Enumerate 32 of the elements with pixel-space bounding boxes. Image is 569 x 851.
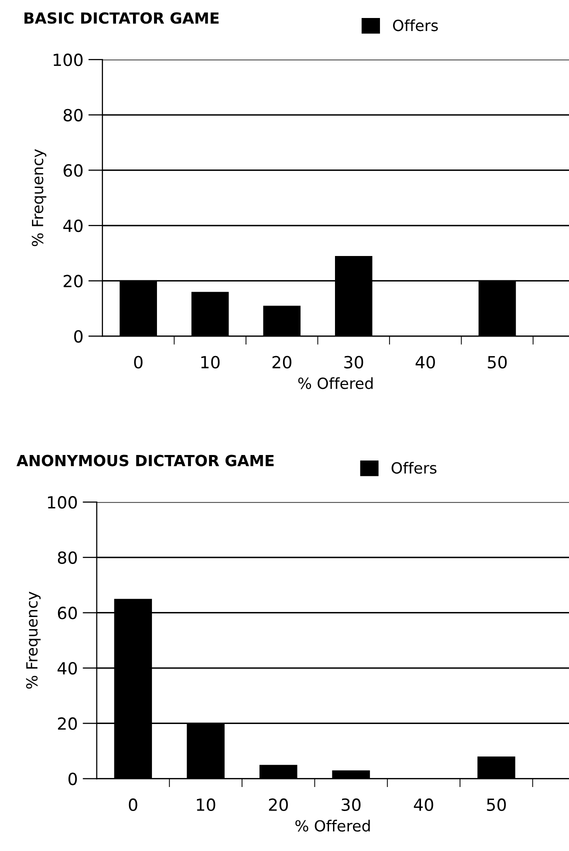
y-tick-label: 60 <box>58 606 77 620</box>
x-tick-label: 20 <box>268 798 288 812</box>
x-tick-label: 20 <box>272 356 292 368</box>
y-tick-label: 100 <box>48 496 77 509</box>
y-tick-label: 0 <box>68 772 77 786</box>
x-tick-label: 30 <box>344 356 364 368</box>
y-axis-title: % Frequency <box>26 592 41 689</box>
y-tick-label: 0 <box>74 330 83 343</box>
y-tick-label: 20 <box>58 717 77 730</box>
x-tick-label: 0 <box>134 356 143 368</box>
y-tick-label: 60 <box>64 164 83 177</box>
x-tick-label: 50 <box>488 356 507 368</box>
x-tick-label: 40 <box>414 798 434 812</box>
y-axis-title: % Frequency <box>32 149 46 246</box>
y-tick-label: 40 <box>63 219 83 232</box>
chart-title: ANONYMOUS DICTATOR GAME <box>16 454 274 466</box>
x-tick-label: 30 <box>342 798 361 812</box>
legend-label: Offers <box>393 19 438 32</box>
y-tick-label: 20 <box>64 274 83 288</box>
y-tick-label: 80 <box>58 551 77 564</box>
y-tick-label: 100 <box>54 54 83 66</box>
chart-title: BASIC DICTATOR GAME <box>24 12 219 24</box>
x-tick-label: 40 <box>416 356 435 368</box>
x-axis-title: % Offered <box>295 820 370 832</box>
x-tick-label: 10 <box>201 356 220 368</box>
x-tick-label: 50 <box>487 798 506 812</box>
x-axis-title: % Offered <box>298 377 373 390</box>
x-tick-label: 10 <box>196 798 216 812</box>
y-tick-label: 40 <box>58 662 77 675</box>
x-tick-label: 0 <box>128 798 138 812</box>
y-tick-label: 80 <box>64 108 83 122</box>
legend-label: Offers <box>392 462 436 474</box>
